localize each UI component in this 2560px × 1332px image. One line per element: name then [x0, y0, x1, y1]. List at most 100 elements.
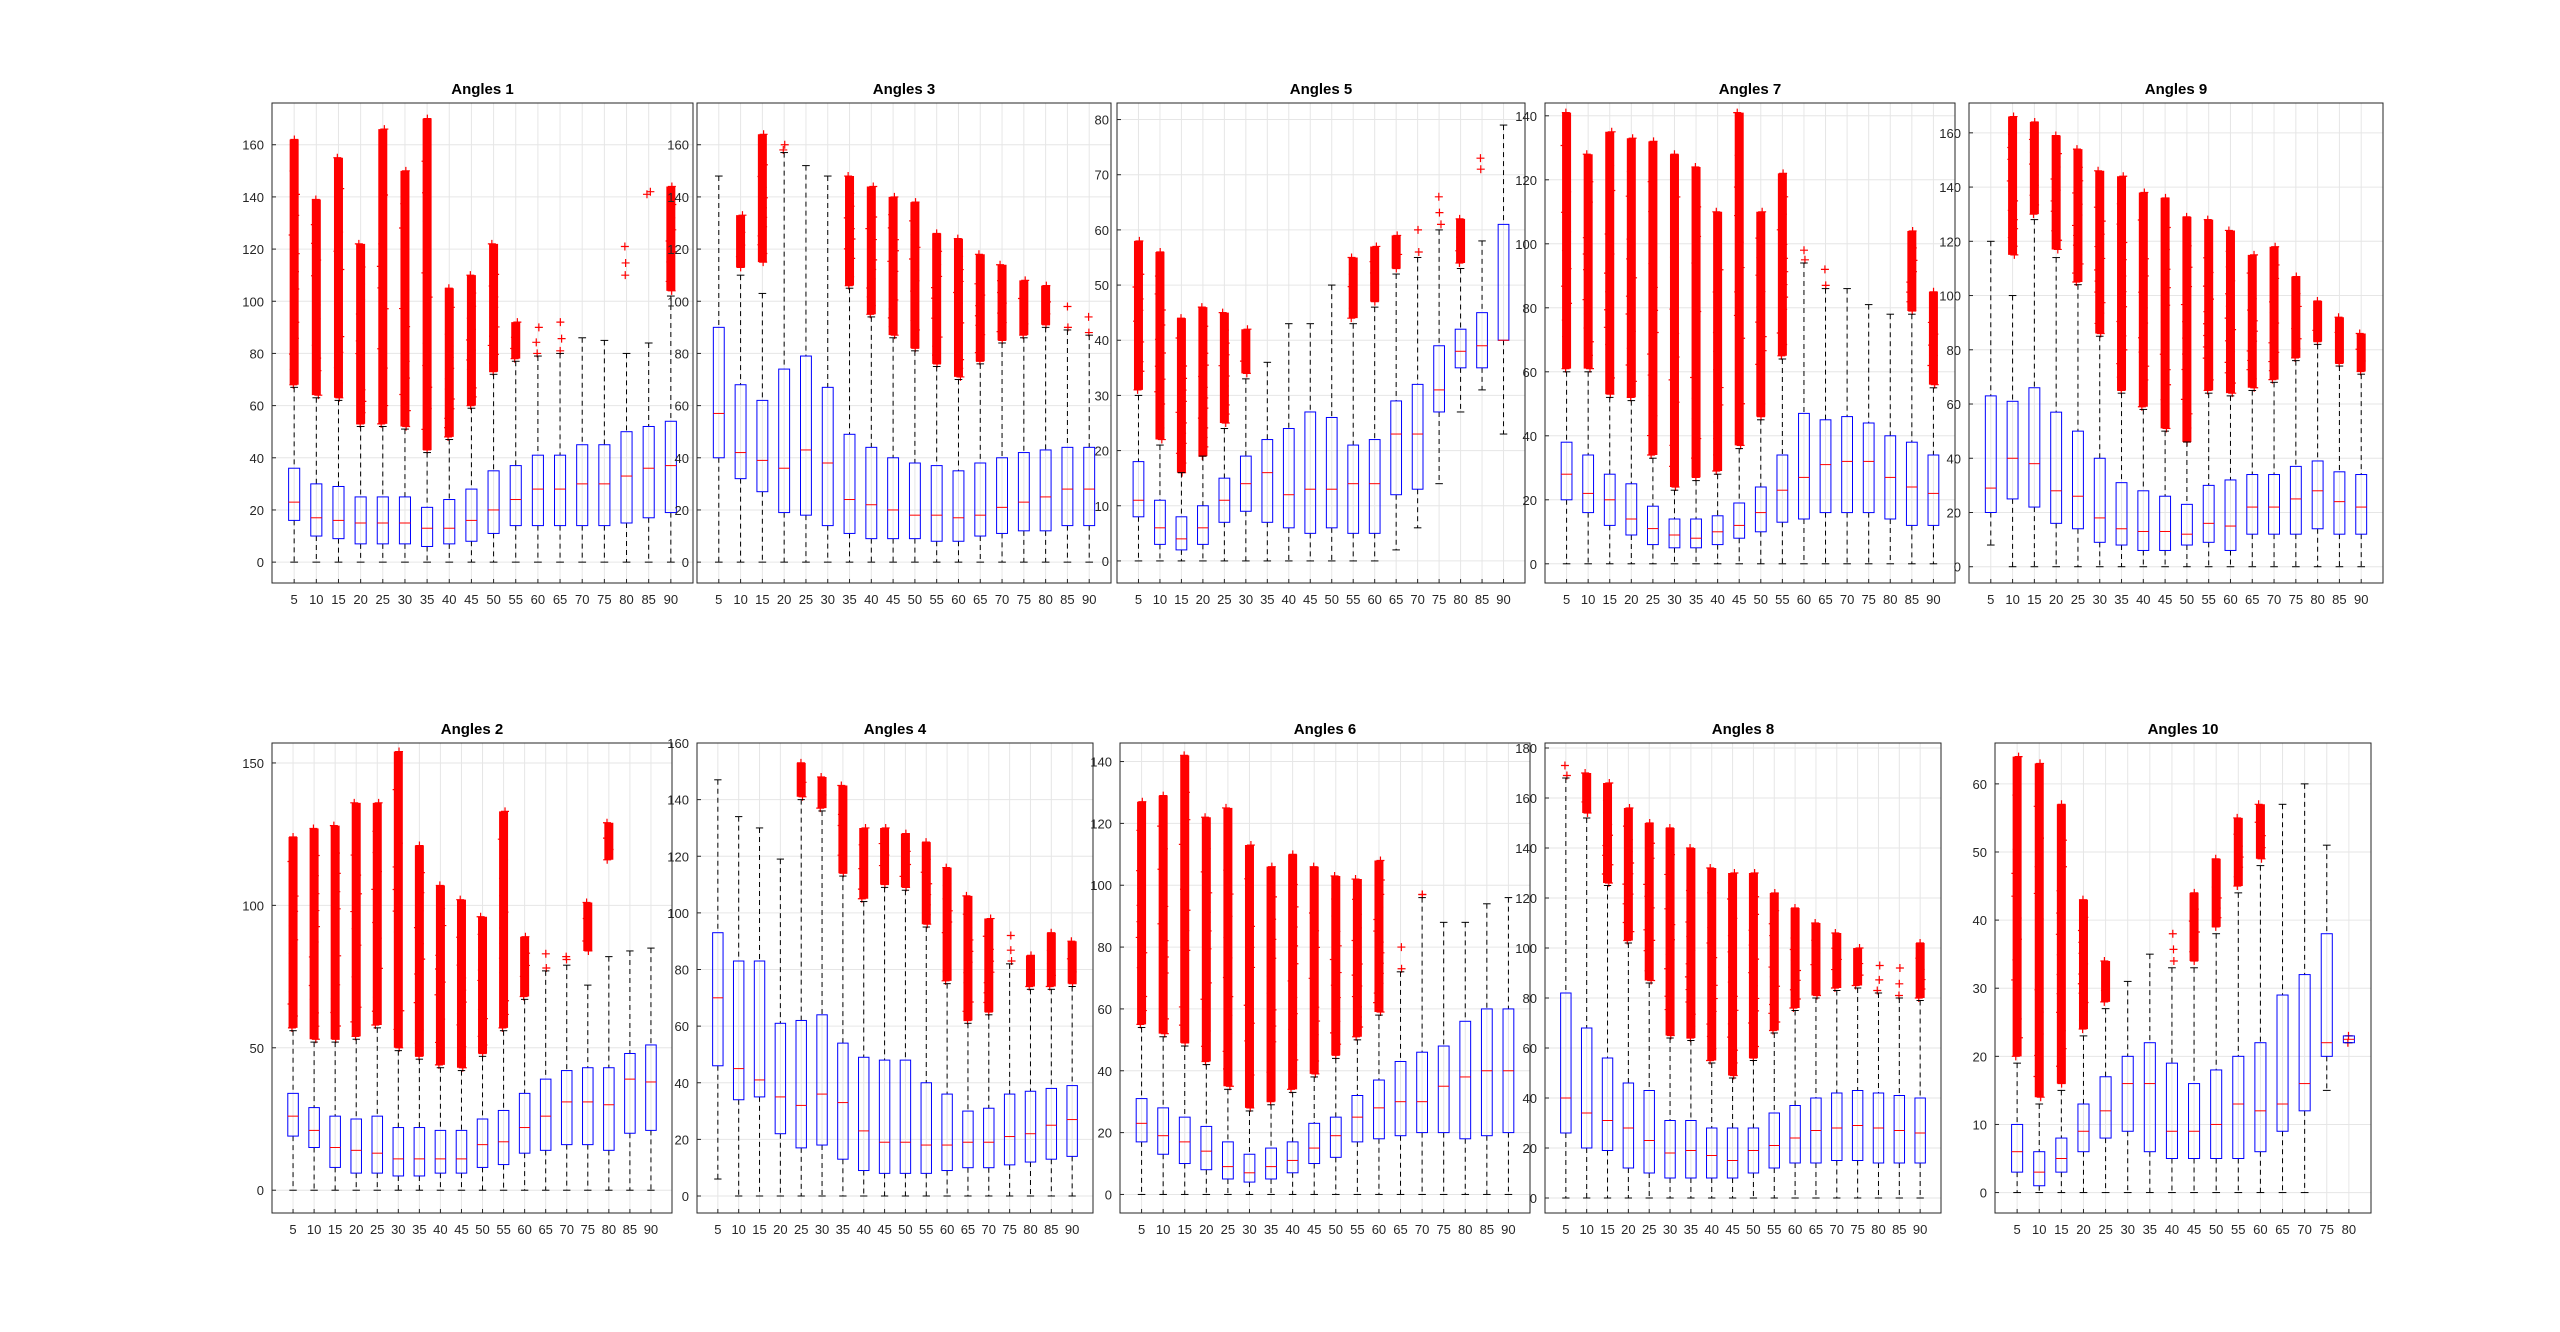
x-tick-label: 80: [619, 592, 633, 607]
outlier-marker: [415, 984, 424, 993]
outlier-marker: [2052, 186, 2061, 195]
outlier-marker: [1735, 356, 1744, 365]
y-tick-label: 120: [242, 242, 264, 257]
outlier-marker: [1200, 349, 1209, 358]
outlier-marker: [377, 344, 386, 353]
x-tick-label: 45: [877, 1222, 891, 1237]
outlier-marker: [1769, 972, 1778, 981]
outlier-marker: [1176, 348, 1185, 357]
box-body: [1132, 461, 1145, 518]
outlier-marker: [1790, 934, 1799, 943]
outlier-marker: [1246, 841, 1255, 850]
outlier-marker: [1831, 929, 1840, 937]
x-tick-label: 20: [777, 592, 791, 607]
outlier-marker: [1928, 341, 1937, 350]
box-65: [554, 318, 567, 563]
outlier-marker: [642, 190, 651, 199]
box-body: [1582, 454, 1595, 514]
box-body: [576, 444, 589, 527]
outlier-marker: [422, 339, 431, 348]
outlier-marker: [758, 147, 767, 156]
outlier-marker: [378, 162, 387, 171]
x-tick-label: 25: [2071, 592, 2085, 607]
box-70: [576, 337, 589, 563]
outlier-marker: [2205, 268, 2214, 277]
outlier-marker: [964, 923, 973, 932]
outlier-marker: [1006, 931, 1015, 940]
outlier-marker: [1245, 1087, 1254, 1096]
outlier-marker: [1308, 909, 1317, 918]
outlier-marker: [1916, 965, 1925, 974]
outlier-marker: [457, 917, 466, 926]
x-tick-label: 40: [1705, 1222, 1719, 1237]
box-body: [1668, 518, 1681, 549]
x-tick-label: 50: [1746, 1222, 1760, 1237]
outlier-marker: [2100, 997, 2109, 1006]
outlier-marker: [1706, 938, 1715, 947]
x-tick-label: 65: [553, 592, 567, 607]
outlier-marker: [2254, 800, 2263, 809]
box-65: [1394, 943, 1407, 1195]
x-tick-label: 10: [731, 1222, 745, 1237]
box-body: [582, 1067, 594, 1146]
outlier-marker: [582, 936, 591, 945]
x-tick-label: 90: [1926, 592, 1940, 607]
outlier-marker: [446, 404, 455, 413]
x-tick-label: 30: [1239, 592, 1253, 607]
outlier-marker: [489, 313, 498, 322]
outlier-marker: [2224, 226, 2233, 235]
outlier-marker: [2138, 348, 2147, 357]
outlier-marker: [1669, 305, 1678, 314]
outlier-marker: [332, 904, 341, 913]
outlier-marker: [1812, 949, 1821, 958]
outlier-marker: [1355, 1022, 1364, 1031]
box-body: [1416, 1051, 1429, 1134]
box-70: [1416, 890, 1429, 1195]
outlier-marker: [1908, 267, 1917, 276]
outlier-marker: [354, 239, 363, 248]
outlier-marker: [2257, 843, 2266, 852]
x-tick-label: 50: [475, 1222, 489, 1237]
outlier-marker: [758, 183, 767, 192]
outlier-marker: [357, 280, 366, 289]
axes-frame: [271, 742, 673, 1214]
outlier-marker: [311, 889, 320, 898]
x-tick-label: 55: [2201, 592, 2215, 607]
outlier-marker: [2140, 254, 2149, 263]
box-40: [434, 881, 447, 1191]
outlier-marker: [2035, 1030, 2044, 1039]
box-45: [1726, 869, 1739, 1199]
box-5: [1560, 761, 1572, 1199]
x-tick-label: 75: [1436, 1222, 1450, 1237]
x-tick-label: 40: [2165, 1222, 2179, 1237]
outlier-marker: [1691, 394, 1700, 403]
x-tick-label: 5: [1987, 592, 1994, 607]
box-20: [2077, 895, 2090, 1194]
subplot-title: Angles 3: [873, 81, 936, 98]
outlier-marker: [1734, 151, 1743, 160]
box-45: [2159, 193, 2172, 568]
box-20: [1200, 813, 1213, 1195]
outlier-marker: [2056, 1008, 2065, 1017]
box-body: [2210, 1069, 2223, 1160]
box-25: [795, 758, 807, 1197]
outlier-marker: [1779, 340, 1788, 349]
outlier-marker: [444, 330, 453, 339]
box-body: [1819, 419, 1832, 514]
outlier-marker: [2055, 930, 2064, 939]
outlier-marker: [1757, 412, 1765, 421]
outlier-marker: [1289, 1070, 1298, 1079]
outlier-marker: [353, 1003, 362, 1012]
box-55: [1768, 889, 1781, 1199]
outlier-marker: [2031, 200, 2040, 209]
box-body: [2320, 933, 2333, 1057]
y-tick-label: 60: [250, 399, 264, 414]
outlier-marker: [1736, 263, 1745, 272]
x-tick-label: 65: [1393, 1222, 1407, 1237]
outlier-marker: [965, 997, 974, 1006]
y-tick-label: 0: [1102, 554, 1109, 569]
outlier-marker: [1179, 885, 1188, 894]
outlier-marker: [2139, 389, 2148, 398]
box-15: [1175, 314, 1188, 562]
y-tick-label: 20: [1523, 1141, 1537, 1156]
